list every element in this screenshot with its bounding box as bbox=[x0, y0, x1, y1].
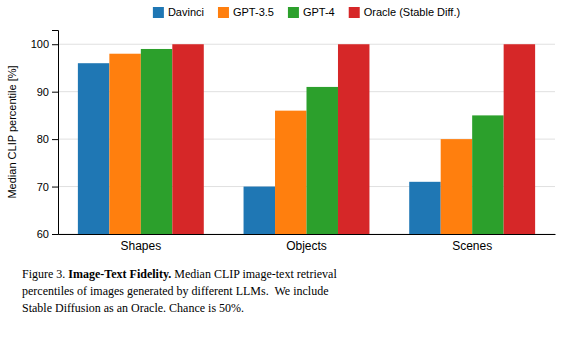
tick-label: 80 bbox=[37, 133, 49, 145]
legend-label: GPT-4 bbox=[303, 6, 335, 18]
tick: 60 bbox=[37, 228, 58, 240]
tick-mark bbox=[52, 234, 58, 235]
legend-item: GPT-4 bbox=[288, 6, 335, 18]
legend: Davinci GPT-3.5 GPT-4 Oracle (Stable Diff.) bbox=[153, 6, 460, 18]
bar bbox=[172, 44, 203, 234]
legend-swatch bbox=[349, 7, 360, 18]
bar bbox=[141, 49, 172, 234]
caption: Stable Diffusion as an Oracle. Chance is… bbox=[22, 301, 244, 315]
legend-label: Oracle (Stable Diff.) bbox=[364, 6, 460, 18]
caption-part: Image-Text Fidelity. bbox=[68, 267, 171, 281]
tick-label: 100 bbox=[31, 38, 49, 50]
legend-swatch bbox=[153, 7, 164, 18]
bar bbox=[338, 44, 369, 234]
bar bbox=[244, 187, 275, 234]
tick: 80 bbox=[37, 133, 58, 145]
legend-item: GPT-3.5 bbox=[218, 6, 274, 18]
legend-swatch bbox=[288, 7, 299, 18]
axis-line bbox=[59, 234, 556, 235]
bar bbox=[307, 87, 338, 234]
tick-label: Objects bbox=[286, 239, 327, 253]
tick: Scenes bbox=[452, 239, 492, 253]
tick: 70 bbox=[37, 181, 58, 193]
bar bbox=[275, 111, 306, 234]
plot: 60 70 80 90 100 Shapes Objects Scenes bbox=[31, 31, 556, 253]
caption-part: Median CLIP image-text retrieval bbox=[171, 267, 337, 281]
caption: percentiles of images generated by diffe… bbox=[22, 284, 328, 298]
tick-mark bbox=[52, 92, 58, 93]
chart: 60 70 80 90 100 Shapes Objects Scenes Median CLI… bbox=[0, 0, 570, 344]
tick: Shapes bbox=[120, 239, 161, 253]
legend-item: Davinci bbox=[153, 6, 204, 18]
tick-mark bbox=[52, 139, 58, 140]
tick-label: 70 bbox=[37, 181, 49, 193]
bar bbox=[441, 139, 472, 234]
tick-label: Scenes bbox=[452, 239, 492, 253]
legend-swatch bbox=[218, 7, 229, 18]
tick-label: Shapes bbox=[120, 239, 161, 253]
axis-line bbox=[52, 31, 59, 235]
bar bbox=[472, 115, 503, 234]
grid bbox=[58, 44, 555, 234]
tick-mark bbox=[52, 187, 58, 188]
y-axis-title: Median CLIP percentile [%] bbox=[6, 65, 18, 198]
tick-label: 60 bbox=[37, 228, 49, 240]
legend-label: Davinci bbox=[168, 6, 204, 18]
bars bbox=[78, 44, 535, 234]
series bbox=[172, 44, 535, 234]
tick: Objects bbox=[286, 239, 327, 253]
legend-item: Oracle (Stable Diff.) bbox=[349, 6, 460, 18]
tick-label: 90 bbox=[37, 86, 49, 98]
tick-mark bbox=[52, 44, 58, 45]
grid-line bbox=[58, 44, 555, 45]
caption: Figure 3. Image-Text Fidelity. Median CL… bbox=[22, 267, 337, 281]
tick: 100 bbox=[31, 38, 58, 50]
bar bbox=[78, 63, 109, 234]
y-axis: 60 70 80 90 100 bbox=[31, 31, 59, 241]
bar bbox=[109, 54, 140, 234]
bar bbox=[409, 182, 440, 234]
caption-part: Figure 3. bbox=[22, 267, 68, 281]
legend-label: GPT-3.5 bbox=[233, 6, 274, 18]
tick: 90 bbox=[37, 86, 58, 98]
x-axis: Shapes Objects Scenes bbox=[59, 235, 556, 253]
bar bbox=[504, 44, 535, 234]
